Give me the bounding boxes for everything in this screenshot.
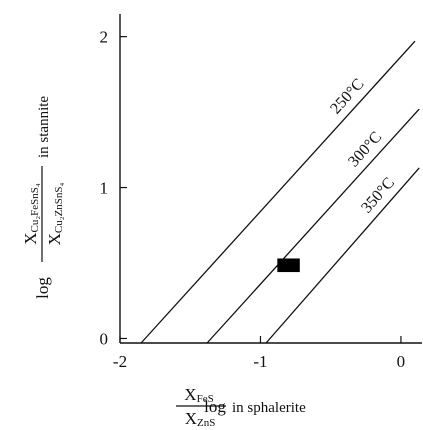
isotherm-line <box>206 108 420 344</box>
y-axis-denominator: XCu₂ZnSnS₄ <box>45 182 65 245</box>
y-axis-suffix: in stannite <box>36 96 52 158</box>
y-num-symbol: X <box>21 232 40 244</box>
y-tick-label: 0 <box>100 329 109 348</box>
axes <box>119 14 422 344</box>
y-axis-log-prefix: log <box>33 277 52 299</box>
ticks: -2 -1 0 0 1 2 <box>100 28 406 371</box>
y-axis-numerator: XCu₂FeSnS₄ <box>21 183 41 245</box>
x-axis-numerator: XFeS <box>184 385 213 405</box>
y-tick-label: 1 <box>100 179 109 198</box>
isotherm-label: 250°C <box>327 76 367 118</box>
sample-box <box>277 258 300 273</box>
x-tick-label: 0 <box>397 352 406 371</box>
x-axis-denominator: XZnS <box>185 409 216 429</box>
x-tick-label: -2 <box>113 352 127 371</box>
y-num-subscript: Cu₂FeSnS₄ <box>29 183 41 232</box>
x-den-subscript: ZnS <box>197 417 215 429</box>
isotherm-label: 350°C <box>358 174 398 216</box>
isotherm-line <box>140 40 416 344</box>
x-num-subscript: FeS <box>197 393 214 405</box>
x-den-symbol: X <box>185 409 197 428</box>
x-tick-label: -1 <box>253 352 267 371</box>
isotherm-label: 300°C <box>345 129 385 171</box>
isotherm-line <box>265 167 420 344</box>
y-den-symbol: X <box>45 233 64 245</box>
isotherm-lines <box>140 40 420 344</box>
x-num-symbol: X <box>184 385 196 404</box>
x-axis-fraction: XFeS XZnS in sphalerite <box>176 385 306 429</box>
y-tick-label: 2 <box>100 28 109 47</box>
x-axis-suffix: in sphalerite <box>232 400 306 416</box>
y-den-subscript: Cu₂ZnSnS₄ <box>53 182 65 233</box>
y-axis-title: log XCu₂FeSnS₄ XCu₂ZnSnS₄ in stannite <box>21 96 65 299</box>
